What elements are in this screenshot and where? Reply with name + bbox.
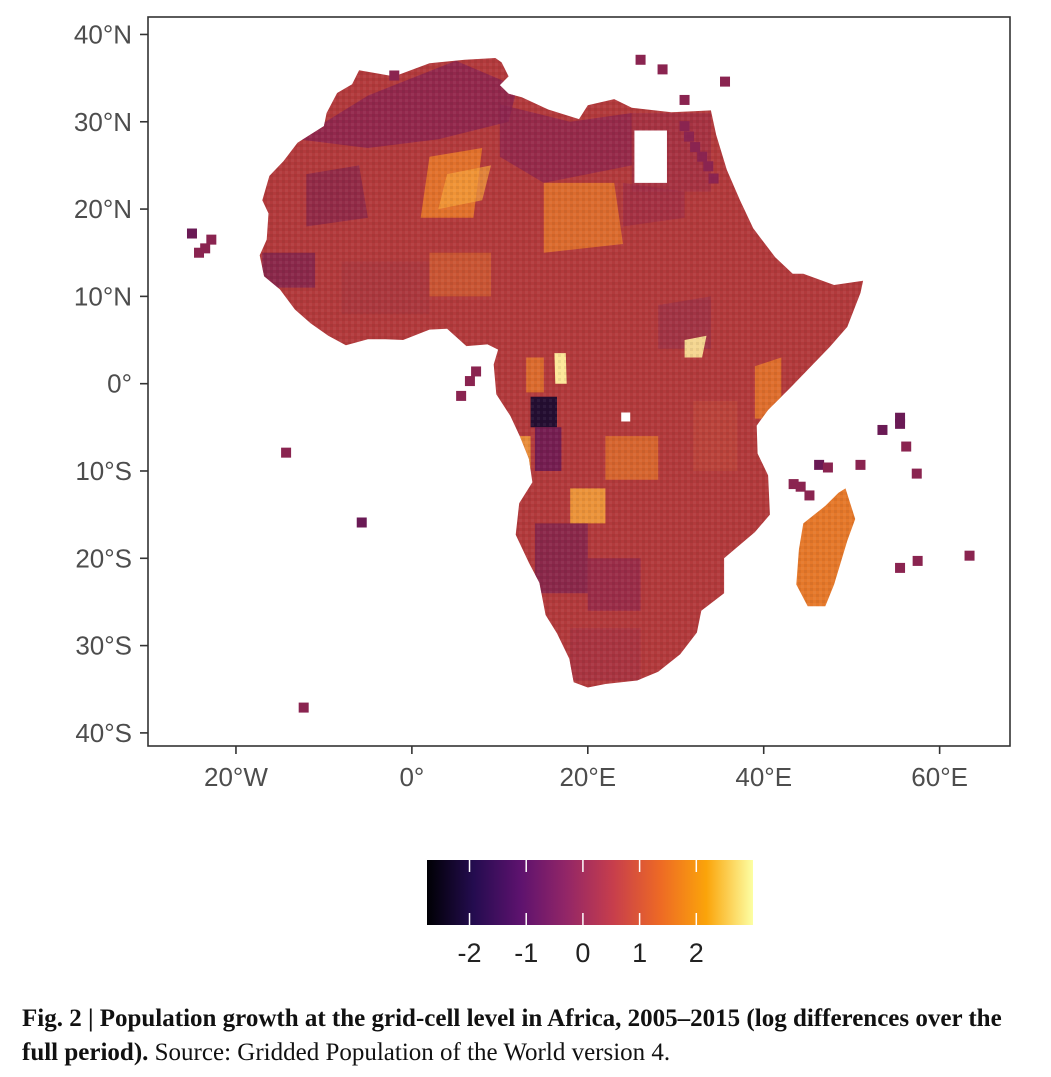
island-1 (194, 247, 205, 258)
island-24 (389, 70, 400, 81)
coast-fragment-4 (703, 161, 714, 172)
island-18 (895, 412, 906, 423)
island-3 (206, 234, 217, 245)
y-tick-label: 10°S (75, 456, 132, 486)
figure-caption: Fig. 2 | Population growth at the grid-c… (22, 1002, 1032, 1070)
map-panel (147, 16, 1011, 747)
legend-tick-label: -1 (514, 938, 538, 968)
grid-texture (259, 58, 864, 688)
island-14 (822, 462, 833, 473)
caption-title: Fig. 2 | Population growth at the grid-c… (22, 1005, 1002, 1066)
island-26 (657, 64, 668, 75)
egypt-desert-gap (634, 130, 667, 183)
lake-gap (621, 412, 631, 422)
y-tick-label: 30°N (74, 107, 132, 137)
population-growth-map: 40°N 30°N 20°N 10°N 0° 10°S 20°S 30°S 40°S 20°W 0… (74, 16, 1011, 792)
island-19 (901, 441, 912, 452)
island-7 (464, 376, 475, 387)
island-13 (814, 459, 825, 470)
island-16 (877, 424, 888, 435)
x-tick-label: 60°E (911, 762, 968, 792)
island-21 (895, 562, 906, 573)
legend-tick-label: 2 (689, 938, 704, 968)
island-12 (804, 490, 815, 501)
legend-tick-label: 1 (632, 938, 647, 968)
island-15 (855, 459, 866, 470)
y-tick-label: 10°N (74, 281, 132, 311)
island-23 (964, 550, 975, 561)
island-20 (911, 468, 922, 479)
x-tick-label: 40°E (735, 762, 792, 792)
y-tick-label: 0° (107, 369, 132, 399)
legend-ticks: -2 -1 0 1 2 (458, 860, 704, 968)
island-4 (281, 447, 292, 458)
color-scale-legend: -2 -1 0 1 2 (427, 860, 753, 968)
coast-fragment-0 (679, 121, 690, 132)
island-6 (298, 702, 309, 713)
coast-fragment-7 (720, 76, 731, 87)
islands (186, 54, 975, 713)
coast-fragment-3 (697, 151, 708, 162)
y-tick-label: 30°S (75, 631, 132, 661)
y-tick-label: 20°S (75, 543, 132, 573)
latitude-axis: 40°N 30°N 20°N 10°N 0° 10°S 20°S 30°S 40°S (74, 19, 148, 748)
island-0 (186, 228, 197, 239)
island-9 (456, 390, 467, 401)
island-17 (895, 418, 906, 429)
island-8 (471, 366, 482, 377)
legend-tick-label: 0 (575, 938, 590, 968)
legend-colorbar (427, 860, 753, 925)
coast-fragment-5 (708, 173, 719, 184)
coast-fragment-6 (679, 94, 690, 105)
panel-frame (147, 16, 1011, 747)
island-10 (795, 481, 806, 492)
x-tick-label: 20°E (559, 762, 616, 792)
longitude-axis: 20°W 0° 20°E 40°E 60°E (204, 746, 968, 792)
island-5 (356, 517, 367, 528)
x-tick-label: 0° (399, 762, 424, 792)
island-25 (635, 54, 646, 65)
coast-fragment-2 (690, 142, 701, 153)
y-tick-label: 40°N (74, 19, 132, 49)
legend-tick-label: -2 (458, 938, 482, 968)
island-2 (200, 243, 211, 254)
x-tick-label: 20°W (204, 762, 268, 792)
africa-mainland (259, 58, 864, 688)
y-tick-label: 20°N (74, 194, 132, 224)
island-11 (788, 479, 799, 490)
coast-fragment-1 (683, 131, 694, 142)
island-22 (912, 555, 923, 566)
caption-source: Source: Gridded Population of the World … (148, 1039, 671, 1066)
y-tick-label: 40°S (75, 718, 132, 748)
